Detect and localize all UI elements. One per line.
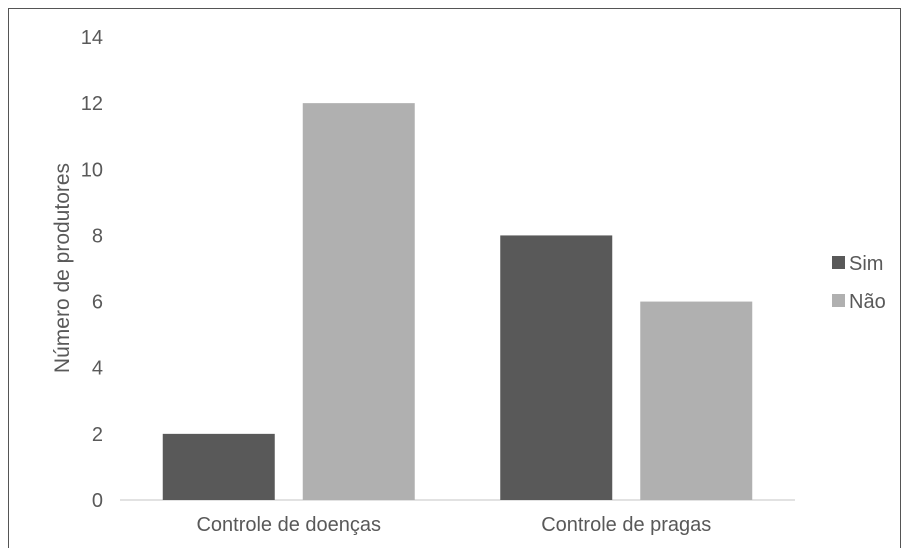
bars	[162, 103, 753, 501]
legend-label: Sim	[849, 253, 883, 275]
y-axis-ticks: 0 2 4 6 8 10 12 14	[81, 27, 103, 512]
legend-swatch	[832, 294, 845, 307]
bar-não-0	[302, 103, 415, 501]
y-tick-label: 10	[81, 159, 103, 181]
y-tick-label: 8	[92, 225, 103, 247]
x-axis-categories: Controle de doenças Controle de pragas	[196, 514, 711, 536]
bar-sim-0	[162, 433, 275, 500]
x-category-label: Controle de doenças	[196, 514, 381, 536]
legend-label: Não	[849, 291, 886, 313]
legend: Sim Não	[832, 253, 886, 313]
legend-swatch	[832, 256, 845, 269]
y-tick-label: 4	[92, 358, 103, 380]
bar-não-1	[640, 301, 753, 500]
y-tick-label: 2	[92, 424, 103, 446]
y-axis-title: Número de produtores	[51, 163, 74, 373]
y-tick-label: 12	[81, 93, 103, 115]
y-tick-label: 0	[92, 490, 103, 512]
x-category-label: Controle de pragas	[541, 514, 711, 536]
y-tick-label: 6	[92, 292, 103, 314]
y-tick-label: 14	[81, 27, 103, 49]
bar-sim-1	[500, 235, 613, 500]
